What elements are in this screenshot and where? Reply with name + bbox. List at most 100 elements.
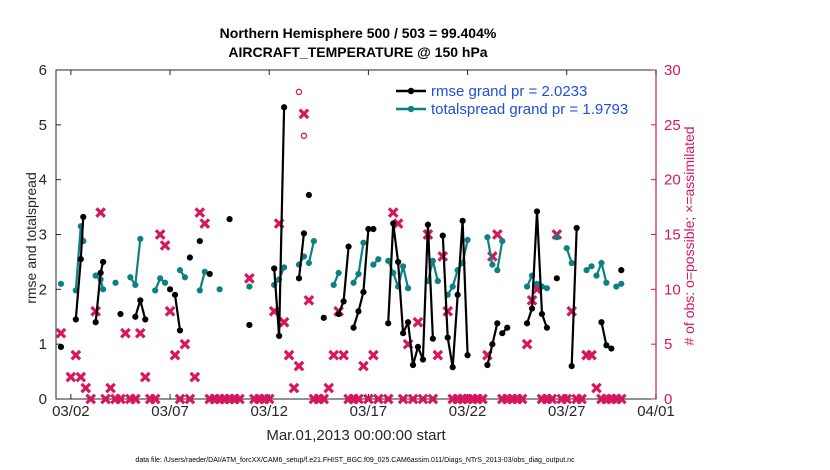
- obs-assimilated-marker: [338, 349, 349, 361]
- obs-x-stroke: [234, 393, 245, 405]
- rmse-point: [385, 320, 392, 327]
- totalspread-point: [335, 269, 342, 276]
- obs-assimilated-marker: [387, 207, 399, 218]
- rmse-point: [226, 216, 233, 223]
- rmse-point: [166, 286, 174, 293]
- obs-x-stroke: [179, 338, 191, 350]
- obs-assimilated-marker: [491, 229, 503, 240]
- totalspread-point: [92, 272, 99, 279]
- totalspread-point: [385, 257, 392, 264]
- rmse-point: [459, 217, 466, 224]
- obs-assimilated-marker: [278, 316, 290, 328]
- rmse-point: [335, 310, 342, 318]
- obs-assimilated-marker: [397, 393, 409, 405]
- obs-assimilated-marker: [591, 382, 602, 394]
- totalspread-point: [112, 279, 119, 286]
- rmse-point: [305, 191, 312, 199]
- obs-x-stroke: [288, 382, 300, 394]
- rmse-point: [489, 341, 496, 348]
- obs-assimilated-marker: [134, 327, 146, 339]
- obs-x-stroke: [263, 393, 275, 405]
- plot-frame: [55, 69, 657, 400]
- totalspread-point: [429, 257, 436, 264]
- obs-x-stroke: [368, 349, 379, 361]
- rmse-point: [57, 343, 65, 351]
- obs-x-stroke: [303, 294, 315, 306]
- obs-count-series: [55, 88, 627, 405]
- rmse-point: [92, 319, 99, 326]
- rmse-segment: [173, 294, 182, 331]
- totalspread-series: [57, 223, 625, 298]
- rmse-point: [276, 332, 283, 340]
- obs-x-stroke: [174, 393, 186, 405]
- rmse-point: [444, 334, 451, 341]
- totalspread-point: [57, 280, 65, 287]
- obs-assimilated-marker: [586, 349, 597, 361]
- obs-x-stroke: [591, 382, 602, 394]
- x-axis-label: Mar.01,2013 00:00:00 start: [266, 427, 446, 444]
- obs-assimilated-marker: [199, 218, 211, 229]
- totalspread-segment: [198, 271, 206, 291]
- obs-assimilated-marker: [120, 327, 131, 339]
- obs-assimilated-marker: [139, 371, 151, 383]
- obs-x-stroke: [169, 349, 181, 361]
- y-axis-label-right: # of obs: o=possible; ×=assimilated: [681, 126, 697, 345]
- obs-x-stroke: [442, 305, 454, 317]
- obs-x-stroke: [477, 393, 488, 405]
- x-tick-label: 03/22: [449, 403, 487, 420]
- obs-assimilated-marker: [100, 393, 111, 405]
- rmse-point: [320, 314, 327, 321]
- obs-x-stroke: [90, 305, 102, 317]
- legend: rmse grand pr = 2.0233 totalspread grand…: [396, 83, 628, 118]
- obs-x-stroke: [184, 393, 196, 405]
- totalspread-point: [449, 283, 456, 290]
- rmse-point: [295, 275, 303, 282]
- rmse-point: [528, 305, 536, 312]
- obs-assimilated-marker: [521, 338, 533, 350]
- obs-possible-marker: [295, 88, 303, 96]
- totalspread-point: [305, 259, 312, 267]
- obs-assimilated-marker: [130, 393, 141, 405]
- obs-possible-marker: [300, 132, 308, 140]
- legend-spread-marker: [407, 105, 415, 113]
- rmse-point: [568, 363, 575, 370]
- totalspread-point: [494, 267, 501, 274]
- totalspread-point: [330, 281, 337, 289]
- totalspread-point: [127, 274, 134, 281]
- obs-x-stroke: [139, 371, 151, 383]
- obs-assimilated-marker: [477, 393, 488, 405]
- obs-assimilated-marker: [303, 294, 315, 306]
- obs-assimilated-marker: [164, 305, 176, 317]
- totalspread-point: [400, 263, 407, 270]
- obs-x-stroke: [75, 371, 87, 383]
- obs-x-stroke: [85, 393, 97, 405]
- rmse-point: [454, 291, 461, 298]
- totalspread-point: [588, 263, 595, 270]
- obs-x-stroke: [516, 393, 528, 405]
- obs-assimilated-marker: [368, 349, 379, 361]
- obs-assimilated-marker: [80, 382, 92, 394]
- obs-x-stroke: [120, 327, 131, 339]
- rmse-segment: [570, 227, 578, 367]
- rmse-point: [419, 356, 427, 363]
- rmse-point: [429, 335, 436, 342]
- obs-x-stroke: [95, 207, 106, 218]
- obs-x-stroke: [199, 218, 211, 229]
- y-tick-label: 0: [39, 391, 47, 408]
- obs-assimilated-marker: [546, 393, 558, 405]
- obs-x-stroke: [55, 327, 67, 339]
- rmse-point: [404, 319, 412, 326]
- obs-x-stroke: [615, 393, 627, 405]
- totalspread-point: [375, 256, 382, 263]
- obs-assimilated-marker: [427, 393, 439, 405]
- rmse-point: [176, 327, 184, 334]
- obs-x-stroke: [353, 393, 364, 405]
- rmse-segment: [387, 222, 434, 367]
- obs-x-stroke: [387, 207, 399, 218]
- obs-x-stroke: [561, 393, 573, 405]
- obs-assimilated-marker: [318, 393, 330, 405]
- left-axis: 0 1 2 3 4 5 6: [39, 62, 61, 408]
- obs-x-stroke: [407, 393, 419, 405]
- obs-x-stroke: [278, 316, 290, 328]
- rmse-point: [414, 343, 422, 351]
